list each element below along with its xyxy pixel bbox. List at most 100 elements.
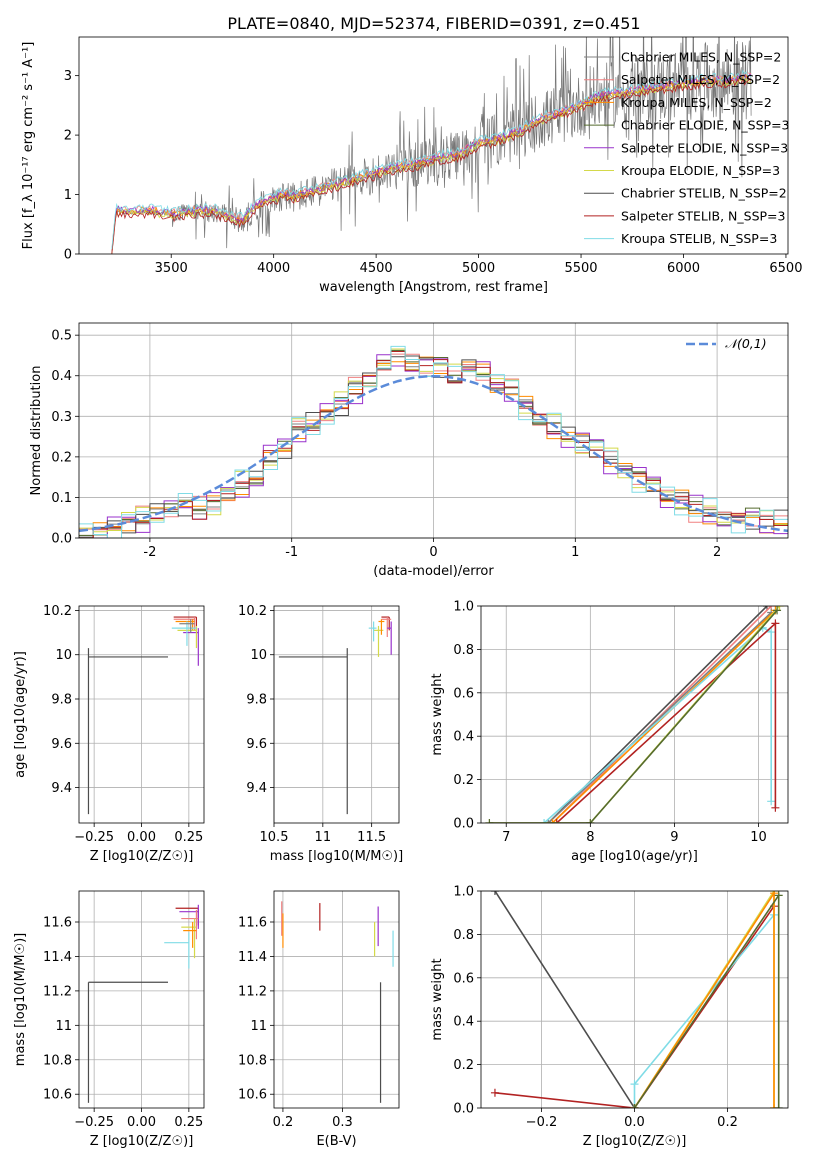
errorbar-point [179, 619, 195, 633]
weight-marker [770, 1104, 779, 1108]
x-tick-label: 0.3 [332, 1115, 353, 1130]
weight-marker [485, 819, 494, 823]
y-tick-label: 0.1 [51, 491, 72, 506]
x-tick-label: 6500 [769, 261, 802, 276]
residuals-plot-area [79, 345, 788, 538]
z_weight-frame [480, 890, 789, 1109]
x-axis-label: Z [log10(Z/Z☉)] [90, 849, 194, 864]
z_age-grid [79, 606, 204, 823]
ebv_mass-panel: 0.2 0.3 10.6 10.8 11 11.2 11.4 11.6 E(B-V) [238, 890, 400, 1149]
x-axis-label: mass [log10(M/M☉)] [270, 849, 403, 864]
y-tick-label: 10.2 [238, 604, 267, 619]
weight-line [551, 606, 772, 823]
y-tick-label: 9.4 [51, 781, 72, 796]
residuals-frame [78, 322, 789, 539]
weight-marker [552, 819, 561, 823]
x-tick-label: 9 [670, 830, 678, 845]
y-axis-label: mass weight [430, 958, 445, 1040]
y-tick-label: 10.8 [43, 1053, 72, 1068]
x-axis-label: E(B-V) [316, 1134, 356, 1149]
y-axis-label: Flux [f_λ 10⁻¹⁷ erg cm⁻² s⁻¹ A⁻¹] [21, 42, 36, 250]
weight-line [633, 892, 780, 1108]
spectrum-plot-area [111, 37, 752, 254]
weight-marker [762, 606, 771, 610]
y-tick-label: 11.2 [238, 984, 267, 999]
z_mass-grid [79, 891, 204, 1108]
errorbar-point [171, 621, 197, 646]
weight-marker [630, 1104, 639, 1108]
weight-marker [774, 1104, 783, 1108]
y-tick-label: 10.8 [238, 1053, 267, 1068]
errorbar-point [87, 981, 169, 1103]
y-tick-label: 11.4 [238, 950, 267, 965]
y-tick-label: 11.6 [238, 916, 267, 931]
legend-label: Kroupa STELIB, N_SSP=3 [621, 231, 777, 246]
y-axis-label: mass [log10(M/M☉)] [13, 933, 28, 1066]
y-tick-label: 9.6 [51, 737, 72, 752]
legend-label: Kroupa MILES, N_SSP=2 [621, 95, 772, 110]
weight-marker [767, 628, 776, 637]
weight-marker [771, 619, 780, 628]
weight-marker [490, 1088, 499, 1097]
spectrum-panel: 3500 4000 4500 5000 5500 6000 6500 0 1 2 3 waveleng… [21, 36, 802, 295]
ebv_mass-plot-area [281, 901, 394, 1103]
y-tick-label: 9.8 [51, 693, 72, 708]
y-tick-label: 0.4 [453, 730, 474, 745]
weight-marker [775, 606, 784, 610]
y-tick-label: 10.2 [43, 604, 72, 619]
y-tick-label: 0.2 [453, 773, 474, 788]
weight-line [543, 626, 773, 823]
mass_age-plot-area [278, 616, 392, 815]
x-tick-label: 7 [502, 830, 510, 845]
x-tick-label: 0.0 [624, 1115, 645, 1130]
x-tick-label: -2 [143, 545, 156, 560]
legend-label: Chabrier STELIB, N_SSP=2 [621, 186, 787, 201]
x-tick-label: 11.5 [357, 830, 386, 845]
x-tick-label: −0.25 [74, 1115, 114, 1130]
weight-marker [774, 891, 783, 900]
weight-marker [773, 606, 782, 615]
weight-marker [544, 819, 553, 823]
y-tick-label: 1.0 [453, 885, 474, 900]
x-axis-label: (data-model)/error [373, 564, 494, 579]
errorbar-point [181, 909, 199, 940]
x-tick-label: 3500 [155, 261, 188, 276]
x-tick-label: −0.2 [526, 1115, 558, 1130]
x-tick-label: 4000 [257, 261, 290, 276]
x-tick-label: 1 [571, 545, 579, 560]
weight-line [489, 609, 778, 823]
mass_age-panel: 10.5 11 11.5 9.4 9.6 9.8 10 10.2 mass [log10(M/M… [238, 604, 403, 864]
x-tick-label: 5500 [564, 261, 597, 276]
y-tick-label: 0.2 [51, 450, 72, 465]
z_mass-panel: −0.25 0.00 0.25 10.6 10.8 11 11.2 11.4 11.6 Z [lo… [13, 890, 205, 1149]
z_mass-plot-area [87, 904, 199, 1103]
mass_age-grid [273, 606, 399, 823]
age_weight-frame [480, 605, 789, 824]
spectrum-frame [78, 36, 789, 255]
errorbar-point [179, 904, 199, 929]
z_age-plot-area [87, 616, 199, 815]
y-tick-label: 0.4 [453, 1015, 474, 1030]
y-tick-label: 0.0 [453, 1102, 474, 1117]
y-tick-label: 3 [64, 69, 72, 84]
y-tick-label: 1 [64, 188, 72, 203]
y-tick-label: 11 [250, 1019, 267, 1034]
legend-label: 𝒩(0,1) [725, 336, 767, 351]
legend-label: Kroupa ELODIE, N_SSP=3 [621, 163, 780, 178]
x-tick-label: 0.2 [717, 1115, 738, 1130]
age_weight-plot-area [485, 606, 784, 823]
normal-curve [79, 374, 788, 533]
y-tick-label: 0.0 [51, 532, 72, 547]
y-tick-label: 10.6 [43, 1088, 72, 1103]
y-axis-label: Normed distribution [29, 366, 44, 496]
y-tick-label: 1.0 [453, 600, 474, 615]
legend-label: Salpeter STELIB, N_SSP=3 [621, 208, 785, 223]
x-axis-label: wavelength [Angstrom, rest frame] [319, 280, 548, 295]
x-tick-label: 8 [586, 830, 594, 845]
x-tick-label: 0 [429, 545, 437, 560]
y-tick-label: 11.2 [43, 984, 72, 999]
y-tick-label: 2 [64, 129, 72, 144]
y-axis-label: age [log10(age/yr)] [13, 651, 28, 778]
y-tick-label: 10 [250, 648, 267, 663]
z_mass-frame [78, 890, 205, 1109]
